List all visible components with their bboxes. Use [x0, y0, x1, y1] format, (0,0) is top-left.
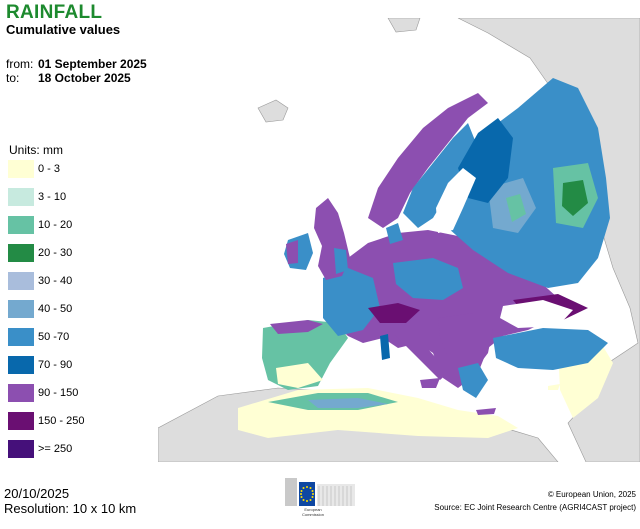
region-iberia-north: [270, 320, 323, 334]
european-commission-logo: [283, 476, 359, 522]
region-italy: [390, 323, 448, 380]
region-ireland-west: [286, 240, 298, 264]
legend-units: Units: mm: [9, 143, 63, 157]
map-canvas: [158, 18, 640, 462]
legend-swatch: [8, 244, 34, 262]
legend-swatch: [8, 356, 34, 374]
legend-label: 90 - 150: [38, 387, 79, 399]
legend-item: 20 - 30: [8, 244, 108, 272]
legend-label: 50 -70: [38, 331, 70, 343]
region-balkans: [438, 313, 493, 378]
resolution-text: Resolution: 10 x 10 km: [4, 501, 137, 516]
period-to-label: to:: [6, 71, 20, 85]
outside-land-svalbard: [387, 18, 421, 33]
legend-swatch: [8, 216, 34, 234]
period-to-value: 18 October 2025: [38, 71, 131, 85]
region-east-green-patch: [506, 194, 526, 222]
legend: 0 - 3 3 - 10 10 - 20 20 - 30 30 - 40 40 …: [8, 160, 108, 468]
legend-label: 0 - 3: [38, 163, 61, 175]
europe-rainfall-map: [158, 18, 640, 462]
map-subtitle: Cumulative values: [6, 22, 121, 37]
region-iberia-south: [276, 363, 323, 388]
legend-swatch: [8, 300, 34, 318]
legend-swatch: [8, 440, 34, 458]
region-alps: [368, 303, 420, 323]
region-britain-east: [334, 248, 348, 274]
ec-logo-caption: European Commission: [301, 507, 324, 517]
eu-flag-icon: [285, 478, 355, 506]
legend-item: 30 - 40: [8, 272, 108, 300]
period-from-value: 01 September 2025: [38, 57, 147, 71]
period-to-row: to: 18 October 2025: [6, 71, 147, 85]
legend-label: 150 - 250: [38, 415, 85, 427]
region-crete: [476, 408, 496, 415]
legend-label: 70 - 90: [38, 359, 73, 371]
region-corsica-sardinia: [380, 334, 390, 360]
outside-land-iceland: [257, 99, 289, 123]
issue-date: 20/10/2025: [4, 486, 70, 501]
legend-swatch: [8, 328, 34, 346]
region-east-dry-patch-2: [562, 180, 588, 216]
legend-label: >= 250: [38, 443, 73, 455]
map-title: RAINFALL: [6, 2, 103, 23]
legend-swatch: [8, 412, 34, 430]
period-from-label: from:: [6, 57, 34, 71]
region-turkey: [493, 328, 608, 370]
region-sicily: [420, 378, 440, 388]
legend-swatch: [8, 188, 34, 206]
legend-swatch: [8, 384, 34, 402]
region-mainland: [328, 230, 558, 388]
legend-label: 40 - 50: [38, 303, 73, 315]
region-sweden: [403, 123, 476, 228]
legend-item: 50 -70: [8, 328, 108, 356]
legend-item: 90 - 150: [8, 384, 108, 412]
period-from-row: from: 01 September 2025: [6, 57, 147, 71]
legend-label: 30 - 40: [38, 275, 73, 287]
region-france: [323, 268, 380, 336]
region-denmark: [386, 223, 403, 244]
source-text: Source: EC Joint Research Centre (AGRI4C…: [434, 503, 636, 512]
legend-item: 10 - 20: [8, 216, 108, 244]
legend-swatch: [8, 272, 34, 290]
region-greece: [458, 363, 488, 398]
legend-item: 40 - 50: [8, 300, 108, 328]
region-norway: [368, 93, 488, 228]
legend-item: 70 - 90: [8, 356, 108, 384]
legend-item: 3 - 10: [8, 188, 108, 216]
legend-item: >= 250: [8, 440, 108, 468]
region-central-europe: [393, 258, 463, 300]
legend-swatch: [8, 160, 34, 178]
region-cyprus: [548, 384, 560, 390]
copyright-text: © European Union, 2025: [547, 490, 636, 499]
region-baltic-sea: [436, 168, 476, 233]
legend-label: 20 - 30: [38, 247, 73, 259]
legend-item: 150 - 250: [8, 412, 108, 440]
legend-item: 0 - 3: [8, 160, 108, 188]
period-block: from: 01 September 2025 to: 18 October 2…: [6, 57, 147, 85]
legend-label: 10 - 20: [38, 219, 73, 231]
region-black-sea: [500, 300, 573, 328]
region-atlas: [308, 398, 388, 408]
legend-label: 3 - 10: [38, 191, 67, 203]
